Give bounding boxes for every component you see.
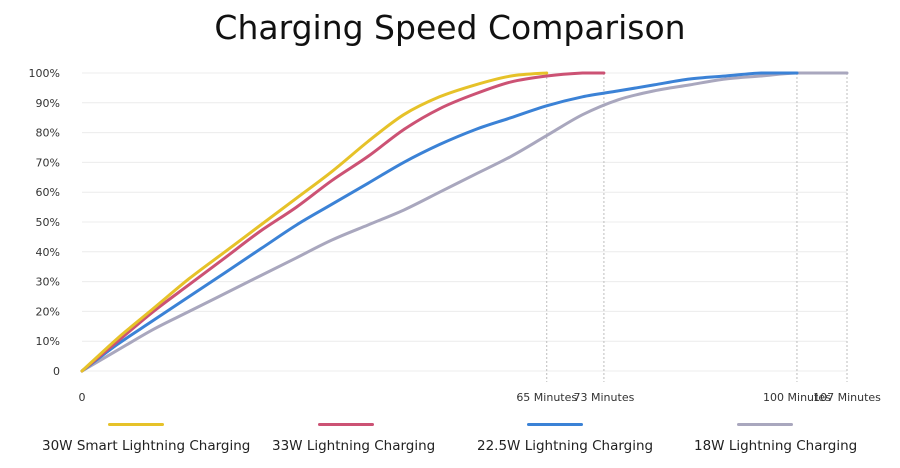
y-tick-label: 100% <box>29 67 60 80</box>
legend-swatch <box>737 423 793 426</box>
y-tick-label: 30% <box>36 276 60 289</box>
series-line <box>80 71 549 373</box>
line-chart: 0 10% 20% 30% 40% 50% 60% 70% 80% 90% 100% 0 65 Min… <box>29 67 882 404</box>
series-line <box>80 71 799 373</box>
legend-label: 33W Lightning Charging <box>272 438 436 454</box>
y-tick-label: 50% <box>36 216 60 229</box>
x-tick-label: 0 <box>79 391 86 404</box>
legend-swatch <box>527 423 583 426</box>
end-guide-lines <box>546 73 848 382</box>
legend-label: 18W Lightning Charging <box>694 438 858 454</box>
y-tick-label: 80% <box>36 127 60 140</box>
series-line <box>80 71 849 373</box>
y-tick-label: 10% <box>36 335 60 348</box>
y-tick-label: 20% <box>36 305 60 318</box>
y-tick-label: 60% <box>36 186 60 199</box>
x-tick-label: 73 Minutes <box>574 391 635 404</box>
x-tick-label: 107 Minutes <box>813 391 881 404</box>
y-tick-labels: 0 10% 20% 30% 40% 50% 60% 70% 80% 90% 100% <box>29 67 60 378</box>
y-tick-label: 90% <box>36 97 60 110</box>
legend-label: 22.5W Lightning Charging <box>477 438 654 454</box>
legend: 30W Smart Lightning Charging 33W Lightnin… <box>0 418 900 468</box>
y-tick-label: 70% <box>36 156 60 169</box>
x-tick-label: 100 Minutes <box>763 391 831 404</box>
series-line <box>80 71 606 373</box>
legend-label: 30W Smart Lightning Charging <box>42 438 251 454</box>
y-tick-label: 40% <box>36 246 60 259</box>
series-lines <box>80 71 849 373</box>
x-tick-label: 65 Minutes <box>516 391 577 404</box>
legend-swatch <box>108 423 164 426</box>
grid-lines <box>82 72 847 372</box>
legend-swatch <box>318 423 374 426</box>
y-tick-label: 0 <box>53 365 60 378</box>
chart-title: Charging Speed Comparison <box>214 8 686 47</box>
